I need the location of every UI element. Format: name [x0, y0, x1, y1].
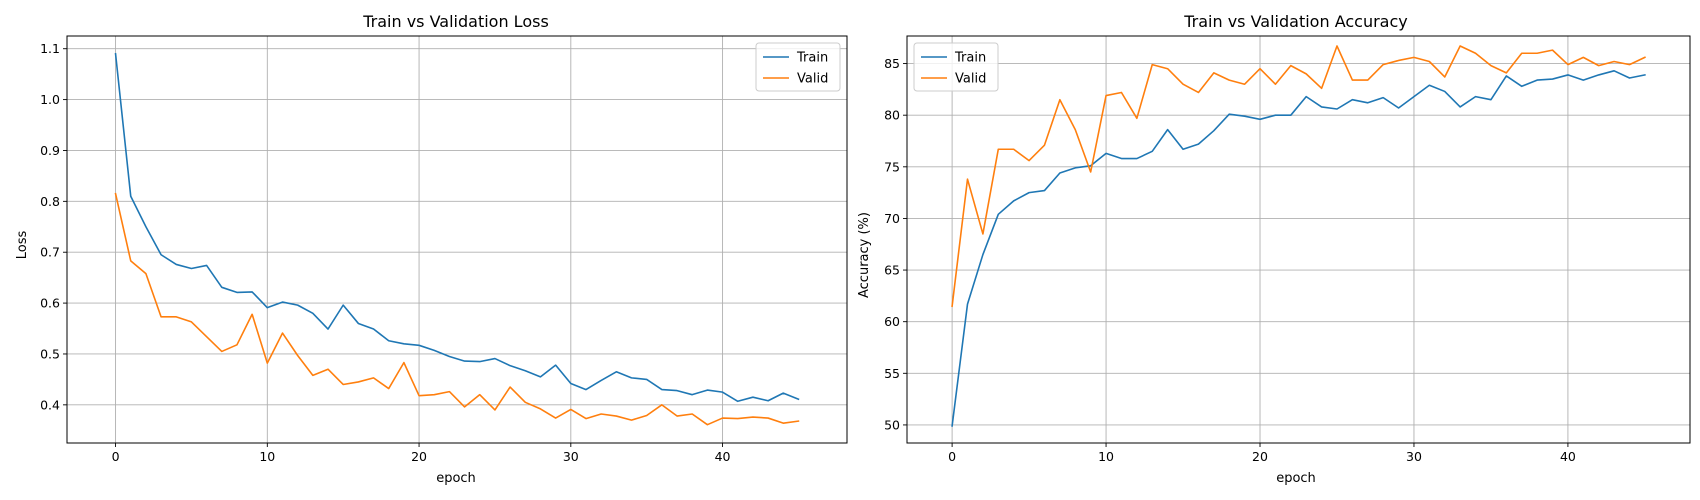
loss-y-tick-label: 0.8	[40, 194, 60, 209]
loss-y-tick-label: 1.0	[40, 92, 60, 107]
loss-y-tick-label: 0.7	[40, 245, 60, 260]
loss-x-tick-label: 10	[259, 449, 275, 464]
accuracy-y-tick-label: 75	[884, 159, 900, 174]
accuracy-chart-xlabel: epoch	[1276, 471, 1316, 486]
accuracy-legend-label-valid: Valid	[955, 72, 986, 87]
loss-chart-xlabel: epoch	[436, 471, 476, 486]
loss-legend-label-train: Train	[796, 51, 828, 66]
loss-legend-box	[755, 42, 841, 92]
loss-y-tick-label: 0.4	[40, 397, 60, 412]
accuracy-y-tick-label: 55	[884, 366, 900, 381]
accuracy-series-line-valid	[951, 45, 1646, 308]
accuracy-legend-box	[913, 42, 999, 92]
loss-series-line-train	[114, 52, 800, 403]
accuracy-y-tick-label: 80	[884, 108, 900, 123]
loss-x-tick-label: 30	[563, 449, 579, 464]
accuracy-x-tick-label: 0	[948, 449, 956, 464]
loss-legend-label-valid: Valid	[797, 72, 828, 87]
loss-x-tick-label: 20	[411, 449, 427, 464]
accuracy-y-tick-label: 85	[884, 56, 900, 71]
accuracy-series-line-train	[951, 69, 1646, 427]
accuracy-x-tick-label: 30	[1406, 449, 1422, 464]
loss-legend: Train Valid	[755, 42, 841, 92]
loss-y-tick-label: 0.5	[40, 346, 60, 361]
accuracy-x-tick-label: 40	[1560, 449, 1576, 464]
loss-x-tick-label: 0	[112, 449, 120, 464]
accuracy-y-tick-label: 50	[884, 417, 900, 432]
loss-x-tick-label: 40	[715, 449, 731, 464]
accuracy-legend-label-train: Train	[954, 51, 986, 66]
loss-chart-ylabel: Loss	[15, 231, 30, 260]
loss-axes-frame	[66, 35, 848, 444]
accuracy-y-tick-label: 65	[884, 263, 900, 278]
loss-series-line-valid	[114, 192, 800, 426]
loss-chart-panel: Train vs Validation Loss epoch Loss 0 10 2…	[15, 12, 848, 486]
loss-y-tick-label: 1.1	[40, 41, 60, 56]
loss-y-tick-label: 0.6	[40, 296, 60, 311]
accuracy-y-tick-label: 60	[884, 314, 900, 329]
accuracy-chart-title: Train vs Validation Accuracy	[1183, 12, 1408, 31]
accuracy-y-tick-label: 70	[884, 211, 900, 226]
accuracy-legend: Train Valid	[913, 42, 999, 92]
accuracy-axes-frame	[906, 35, 1691, 444]
accuracy-x-tick-label: 20	[1252, 449, 1268, 464]
loss-y-tick-label: 0.9	[40, 143, 60, 158]
accuracy-chart-panel: Train vs Validation Accuracy epoch Accur…	[857, 12, 1691, 486]
accuracy-x-tick-label: 10	[1098, 449, 1114, 464]
loss-chart-title: Train vs Validation Loss	[362, 12, 549, 31]
accuracy-chart-ylabel: Accuracy (%)	[857, 212, 872, 298]
